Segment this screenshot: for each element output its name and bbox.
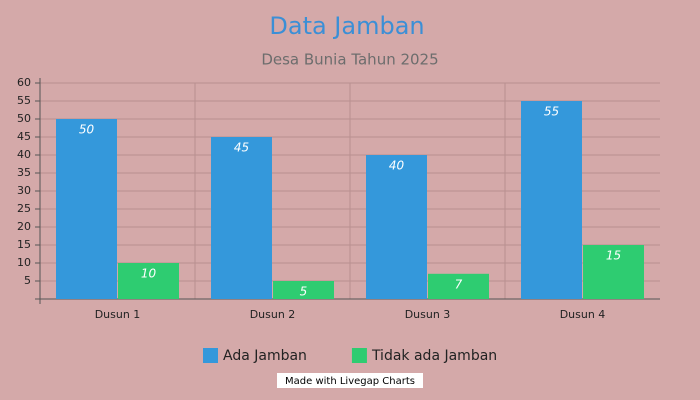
bar xyxy=(521,101,582,299)
value-label: 50 xyxy=(79,123,95,137)
y-tick-label: 10 xyxy=(17,256,31,269)
value-label: 15 xyxy=(606,249,621,263)
value-label: 7 xyxy=(455,277,463,291)
bar xyxy=(273,281,334,299)
value-label: 10 xyxy=(141,267,157,281)
y-tick-label: 30 xyxy=(17,184,31,197)
bar xyxy=(211,137,272,299)
legend-label: Tidak ada Jamban xyxy=(371,348,497,364)
bar xyxy=(428,273,489,299)
credit: Made with Livegap Charts xyxy=(285,376,415,387)
chart-subtitle: Desa Bunia Tahun 2025 xyxy=(261,51,438,69)
y-tick-label: 55 xyxy=(17,94,31,107)
value-label: 40 xyxy=(389,159,405,173)
bar xyxy=(118,263,179,299)
x-tick-label: Dusun 3 xyxy=(405,308,451,321)
y-tick-label: 25 xyxy=(17,202,31,215)
y-tick-label: 15 xyxy=(17,238,31,251)
value-label: 45 xyxy=(234,141,249,155)
bar xyxy=(366,155,427,299)
y-tick-label: 45 xyxy=(17,130,31,143)
y-tick-label: 60 xyxy=(17,76,31,89)
y-tick-label: 5 xyxy=(24,274,31,287)
x-tick-label: Dusun 1 xyxy=(95,308,141,321)
y-tick-label: 40 xyxy=(17,148,31,161)
y-tick-label: 20 xyxy=(17,220,31,233)
chart-title: Data Jamban xyxy=(269,12,424,40)
value-label: 5 xyxy=(300,285,308,299)
bar xyxy=(583,245,644,299)
y-tick-label: 35 xyxy=(17,166,31,179)
value-label: 55 xyxy=(544,105,559,119)
legend-swatch xyxy=(351,348,367,363)
legend-swatch xyxy=(203,348,218,363)
y-tick-label: 50 xyxy=(17,112,31,125)
x-tick-label: Dusun 2 xyxy=(250,308,296,321)
bar xyxy=(56,119,117,299)
credit-box xyxy=(277,373,423,388)
legend-label: Ada Jamban xyxy=(223,348,307,364)
x-tick-label: Dusun 4 xyxy=(560,308,606,321)
